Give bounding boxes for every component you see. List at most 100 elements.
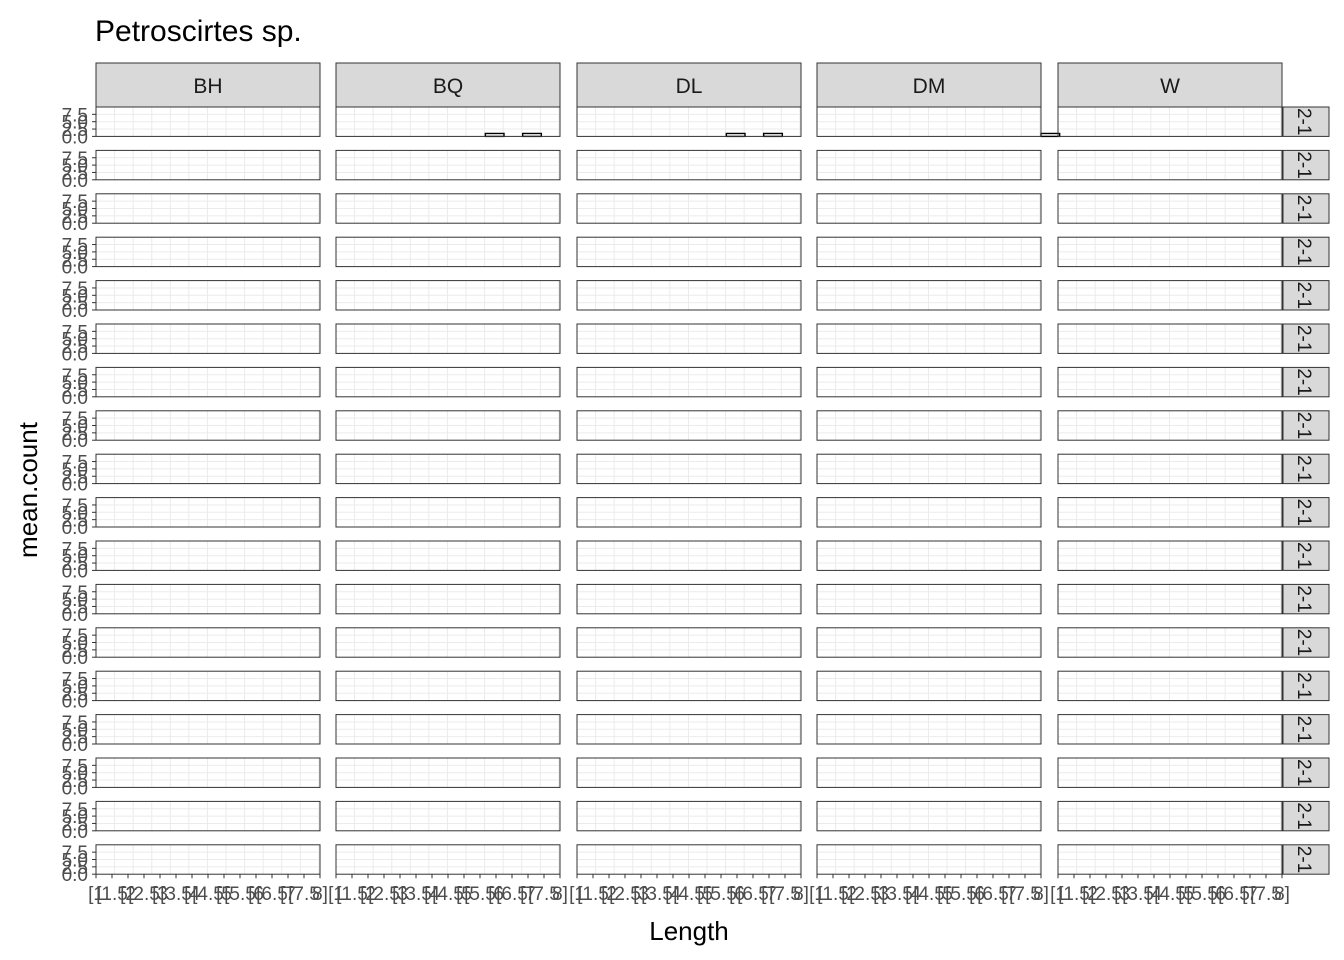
x-tick-label: [2 <box>601 884 617 905</box>
panel-frame <box>816 236 1042 268</box>
panel-frame <box>335 800 561 832</box>
column-strip <box>1057 62 1283 108</box>
x-tick-label: [1.5 <box>1058 884 1090 905</box>
x-tick-label: [4.5 <box>1154 884 1186 905</box>
x-tick-label: [4.5 <box>913 884 945 905</box>
panel-frame <box>335 280 561 311</box>
facet-panel <box>576 323 802 354</box>
panel-frame <box>816 497 1042 528</box>
x-tick-label: [3 <box>1114 884 1130 905</box>
panel-frame <box>1057 106 1283 137</box>
x-tick-label: [2.5 <box>609 884 641 905</box>
row-strip <box>1282 366 1330 398</box>
x-tick-label: [2 <box>120 884 136 905</box>
x-tick-label: [6.5 <box>496 884 528 905</box>
y-tick-label: 0.0 <box>62 388 88 409</box>
panel-frame <box>1057 670 1283 702</box>
panel-frame <box>816 670 1042 702</box>
x-tick-label: [4 <box>184 884 200 905</box>
y-axis-label: mean.count <box>13 421 43 558</box>
x-tick-label: [2 <box>841 884 857 905</box>
facet-panel <box>95 800 321 832</box>
facet-panel <box>335 497 561 528</box>
panel-frame <box>335 497 561 528</box>
panel-frame <box>816 453 1042 485</box>
row-strip-label: 2-1 <box>1293 412 1314 439</box>
row-strip-label: 2-1 <box>1293 716 1314 743</box>
y-tick-label: 7.5 <box>62 453 88 474</box>
y-tick-label: 5.0 <box>62 243 88 264</box>
y-tick-label: 7.5 <box>62 236 88 257</box>
row-strip <box>1282 280 1330 311</box>
facet-panel <box>335 670 561 702</box>
y-tick-label: 5.0 <box>62 286 88 307</box>
facet-panel <box>95 410 321 441</box>
y-tick-label: 0.0 <box>62 561 88 582</box>
panel-frame <box>816 757 1042 788</box>
row-strip-label: 2-1 <box>1293 238 1314 265</box>
facet-panel <box>576 844 802 875</box>
x-tick-label: [5.5 <box>464 884 496 905</box>
y-tick-label: 5.0 <box>62 590 88 611</box>
x-tick-label: [1.5 <box>336 884 368 905</box>
facet-panel <box>576 627 802 658</box>
facet-panel <box>576 714 802 745</box>
y-tick-label: 5.0 <box>62 113 88 134</box>
y-tick-label: 2.5 <box>62 684 88 705</box>
x-tick-label: 8] <box>312 884 328 905</box>
facet-panel <box>95 453 321 485</box>
panel-frame <box>576 366 802 398</box>
y-tick-label: 7.5 <box>62 756 88 777</box>
column-strip-label: W <box>1160 75 1180 98</box>
y-tick-label: 2.5 <box>62 511 88 532</box>
facet-panel <box>1057 323 1283 354</box>
facet-panel <box>816 323 1042 354</box>
facet-panel <box>816 844 1042 875</box>
facet-panel <box>816 627 1042 658</box>
x-tick-label: [7.5 <box>769 884 801 905</box>
column-strip-label: BQ <box>433 75 463 98</box>
x-tick-label: [1.5 <box>96 884 128 905</box>
row-strip <box>1282 627 1330 658</box>
facet-panel <box>95 149 321 181</box>
x-tick-label: [4.5 <box>673 884 705 905</box>
x-tick-label: [5.5 <box>945 884 977 905</box>
facet-panel <box>816 410 1042 441</box>
x-tick-label: [3.5 <box>400 884 432 905</box>
y-tick-label: 2.5 <box>62 467 88 488</box>
y-tick-label: 5.0 <box>62 634 88 655</box>
x-tick-label: [7.5 <box>1009 884 1041 905</box>
facet-panel <box>816 757 1042 788</box>
panel-frame <box>576 540 802 571</box>
y-tick-label: 0.0 <box>62 692 88 713</box>
row-strip-label: 2-1 <box>1293 195 1314 222</box>
row-strip <box>1282 844 1330 875</box>
x-tick-label: [6 <box>1210 884 1226 905</box>
y-tick-label: 2.5 <box>62 554 88 575</box>
x-tick-label: [1 <box>1050 884 1066 905</box>
facet-panel <box>1057 366 1283 398</box>
x-tick-label: [4 <box>905 884 921 905</box>
panel-frame <box>1057 410 1283 441</box>
facet-panel <box>1057 453 1283 485</box>
facet-panel <box>335 453 561 485</box>
facet-panel <box>95 106 321 137</box>
panel-frame <box>1057 280 1283 311</box>
panel-frame <box>576 627 802 658</box>
y-tick-label: 5.0 <box>62 851 88 872</box>
row-strip-label: 2-1 <box>1293 325 1314 352</box>
x-tick-label: [5 <box>1178 884 1194 905</box>
facet-panel <box>95 540 321 571</box>
x-tick-label: [7 <box>280 884 296 905</box>
x-tick-label: [6 <box>969 884 985 905</box>
row-strip-label: 2-1 <box>1293 759 1314 786</box>
row-strip-label: 2-1 <box>1293 282 1314 309</box>
facet-panel <box>816 714 1042 745</box>
row-strip <box>1282 497 1330 528</box>
y-tick-label: 5.0 <box>62 677 88 698</box>
facet-panel <box>1057 757 1283 788</box>
facet-panel <box>576 583 802 615</box>
facet-panel <box>816 497 1042 528</box>
panel-frame <box>335 323 561 354</box>
panel-frame <box>576 106 802 137</box>
